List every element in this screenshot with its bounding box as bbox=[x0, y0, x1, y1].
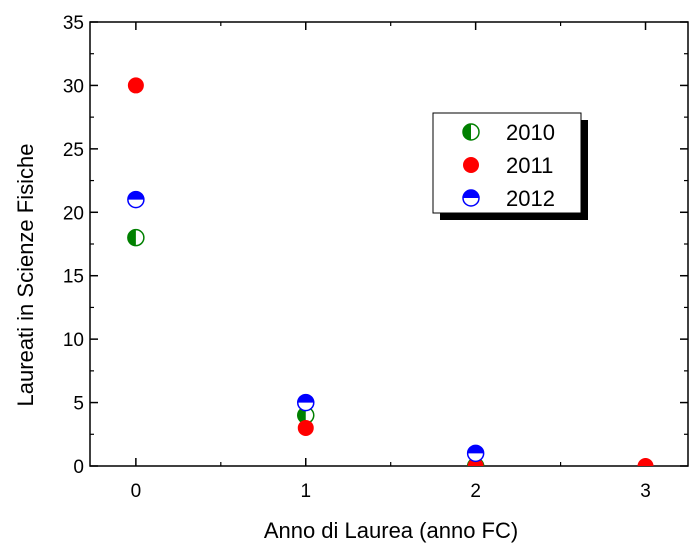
marker-fill bbox=[127, 77, 144, 94]
y-axis-ticks: 0 5 10 15 20 25 30 35 bbox=[63, 13, 688, 478]
legend-label: 2012 bbox=[506, 186, 555, 211]
y-tick-label: 0 bbox=[73, 457, 84, 478]
point-2011 bbox=[297, 419, 314, 436]
marker-fill bbox=[463, 157, 479, 173]
point-2010 bbox=[127, 228, 145, 247]
data-points bbox=[127, 77, 654, 466]
marker-half bbox=[127, 191, 144, 200]
marker-half bbox=[297, 407, 306, 424]
point-2012 bbox=[297, 393, 315, 412]
y-tick-label: 30 bbox=[63, 76, 84, 97]
y-axis-title: Laureati in Scienze Fisiche bbox=[13, 144, 38, 407]
point-2010 bbox=[297, 406, 315, 425]
x-tick-label: 2 bbox=[470, 481, 481, 502]
legend-box bbox=[432, 112, 582, 214]
y-tick-label: 20 bbox=[63, 203, 84, 224]
point-2011 bbox=[127, 77, 144, 94]
marker-half bbox=[467, 445, 484, 454]
point-2012 bbox=[466, 444, 485, 463]
y-tick-label: 35 bbox=[63, 13, 84, 34]
y-tick-label: 10 bbox=[63, 330, 84, 351]
point-2012 bbox=[127, 190, 145, 209]
legend-marker-2011 bbox=[463, 157, 479, 173]
marker-half bbox=[127, 229, 136, 246]
legend-label: 2010 bbox=[506, 120, 555, 145]
marker-half bbox=[297, 394, 314, 403]
x-tick-label: 0 bbox=[131, 481, 142, 502]
marker-fill bbox=[297, 419, 314, 436]
y-tick-label: 5 bbox=[73, 394, 84, 415]
y-tick-label: 15 bbox=[63, 267, 84, 288]
point-2011 bbox=[637, 458, 654, 466]
x-tick-label: 1 bbox=[300, 481, 311, 502]
x-axis-title: Anno di Laurea (anno FC) bbox=[264, 518, 518, 543]
plot-border bbox=[89, 21, 689, 467]
marker-half bbox=[463, 190, 479, 198]
plot-frame bbox=[89, 21, 689, 467]
legend-marker-2012 bbox=[462, 189, 480, 207]
x-tick-label: 3 bbox=[640, 481, 651, 502]
legend: 2010 2011 2012 bbox=[432, 112, 588, 220]
marker-fill bbox=[637, 458, 654, 466]
points-clipped bbox=[127, 77, 654, 466]
x-axis-ticks: 0 1 2 3 bbox=[131, 22, 651, 502]
legend-label: 2011 bbox=[506, 153, 553, 178]
y-tick-label: 25 bbox=[63, 140, 84, 161]
legend-marker-2010 bbox=[462, 123, 480, 141]
marker-half bbox=[463, 124, 471, 140]
